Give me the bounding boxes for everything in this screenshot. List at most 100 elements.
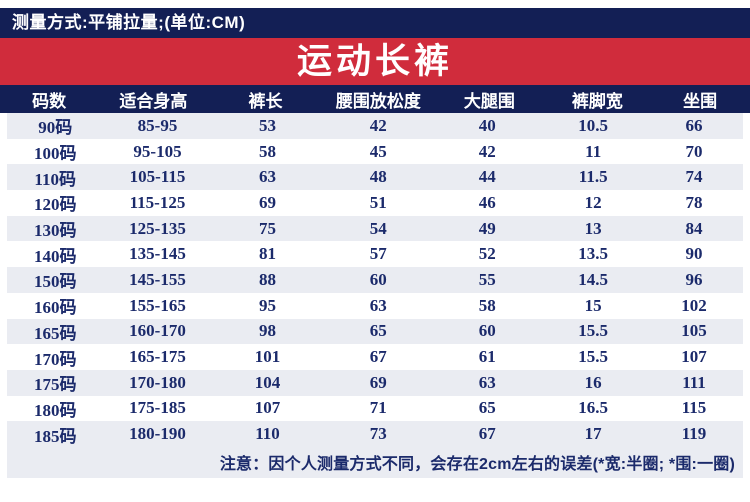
table-cell: 57	[369, 244, 387, 264]
table-cell: 120码	[33, 195, 77, 215]
table-row: 140码 135-145 81 57 52 13.5 90	[7, 241, 743, 267]
table-footnote: 注意：因个人测量方式不同，会存在2cm左右的误差(*宽:半圈; *围:一圈)	[219, 456, 735, 474]
table-cell: 10.5	[578, 115, 609, 135]
table-cell: 70	[685, 141, 703, 161]
table-cell: 150码	[33, 272, 77, 292]
table-cell: 14.5	[578, 269, 609, 289]
table-cell: 85-95	[137, 115, 178, 135]
table-cell: 69	[259, 192, 277, 212]
table-cell: 46	[478, 192, 496, 212]
table-cell: 111	[682, 372, 706, 392]
table-cell: 16.5	[578, 398, 609, 418]
table-cell: 88	[259, 269, 277, 289]
table-cell: 90	[685, 244, 703, 264]
table-cell: 98	[259, 321, 277, 341]
table-body: 90码 85-95 53 42 40 10.5 66 100码 95-105 58 45 42 11 70…	[7, 113, 743, 447]
column-header-thigh: 大腿围	[463, 91, 515, 111]
table-footnote-row: 注意：因个人测量方式不同，会存在2cm左右的误差(*宽:半圈; *围:一圈)	[7, 446, 743, 478]
table-cell: 140码	[33, 246, 77, 266]
table-cell: 107	[254, 398, 281, 418]
table-cell: 78	[685, 192, 703, 212]
size-chart-page: 测量方式:平铺拉量;(单位:CM) 运动长裤 码数 适合身高 裤长 腰围放松度 …	[0, 8, 750, 502]
table-cell: 11	[585, 141, 602, 161]
table-cell: 100码	[33, 144, 77, 164]
table-cell: 67	[478, 424, 496, 444]
table-cell: 73	[369, 424, 387, 444]
table-cell: 119	[681, 424, 707, 444]
table-cell: 74	[685, 167, 703, 187]
table-cell: 107	[681, 347, 707, 367]
measure-method-bar: 测量方式:平铺拉量;(单位:CM)	[0, 8, 750, 38]
table-row: 150码 145-155 88 60 55 14.5 96	[7, 267, 743, 293]
table-row: 170码 165-175 101 67 61 15.5 107	[7, 344, 743, 370]
table-cell: 44	[478, 167, 496, 187]
table-cell: 115-125	[129, 192, 186, 212]
table-cell: 65	[478, 398, 496, 418]
table-cell: 40	[478, 115, 496, 135]
table-cell: 17	[584, 424, 602, 444]
table-cell: 63	[369, 295, 387, 315]
table-cell: 185码	[33, 426, 77, 446]
table-cell: 63	[478, 372, 496, 392]
table-cell: 110	[255, 424, 280, 444]
table-cell: 105-115	[129, 167, 186, 187]
table-cell: 12	[584, 192, 602, 212]
table-cell: 13.5	[578, 244, 609, 264]
table-cell: 145-155	[129, 269, 186, 289]
column-header-hem-width: 裤脚宽	[571, 91, 623, 111]
table-cell: 102	[681, 295, 707, 315]
table-cell: 165码	[33, 323, 77, 343]
table-cell: 115	[681, 398, 707, 418]
column-header-size: 码数	[32, 91, 67, 111]
measure-method-text: 测量方式:平铺拉量;(单位:CM)	[12, 13, 246, 32]
table-cell: 175码	[33, 375, 77, 395]
table-cell: 170码	[33, 349, 77, 369]
table-cell: 135-145	[129, 244, 186, 264]
table-cell: 48	[369, 167, 387, 187]
table-cell: 16	[584, 372, 602, 392]
table-row: 100码 95-105 58 45 42 11 70	[7, 139, 743, 165]
table-cell: 180-190	[129, 424, 186, 444]
table-row: 165码 160-170 98 65 60 15.5 105	[7, 318, 743, 345]
table-cell: 13	[584, 218, 602, 238]
table-cell: 165-175	[129, 347, 186, 367]
table-row: 180码 175-185 107 71 65 16.5 115	[7, 396, 743, 422]
table-cell: 170-180	[129, 372, 186, 392]
table-cell: 125-135	[129, 218, 186, 238]
table-cell: 15.5	[578, 347, 609, 367]
table-row: 175码 170-180 104 69 63 16 111	[7, 369, 743, 396]
table-cell: 105	[681, 321, 707, 341]
table-cell: 84	[685, 218, 703, 238]
column-header-hip: 坐围	[683, 91, 718, 111]
table-row: 130码 125-135 75 54 49 13 84	[7, 215, 743, 242]
table-row: 110码 105-115 63 48 44 11.5 74	[7, 164, 743, 191]
table-cell: 69	[369, 372, 387, 392]
table-cell: 45	[369, 141, 387, 161]
table-cell: 96	[685, 269, 703, 289]
table-cell: 52	[478, 244, 496, 264]
table-cell: 180码	[33, 400, 77, 420]
product-title-banner: 运动长裤	[0, 38, 750, 85]
table-cell: 60	[369, 269, 387, 289]
table-cell: 130码	[33, 221, 77, 241]
table-cell: 110码	[34, 169, 76, 189]
table-cell: 95-105	[133, 141, 182, 161]
table-header-row: 码数 适合身高 裤长 腰围放松度 大腿围 裤脚宽 坐围	[0, 85, 750, 113]
table-cell: 160码	[33, 298, 77, 318]
table-cell: 49	[478, 218, 496, 238]
table-cell: 90码	[38, 118, 73, 138]
table-cell: 71	[369, 398, 387, 418]
table-cell: 101	[254, 347, 281, 367]
table-row: 160码 155-165 95 63 58 15 102	[7, 293, 743, 319]
table-cell: 95	[259, 295, 277, 315]
table-cell: 155-165	[129, 295, 186, 315]
table-cell: 81	[259, 244, 277, 264]
table-cell: 65	[369, 321, 387, 341]
table-cell: 160-170	[129, 321, 186, 341]
table-cell: 104	[254, 372, 281, 392]
page-title: 运动长裤	[296, 42, 453, 81]
table-cell: 15	[584, 295, 602, 315]
table-cell: 53	[259, 115, 277, 135]
table-cell: 58	[478, 295, 496, 315]
column-header-pant-length: 裤长	[248, 91, 283, 111]
